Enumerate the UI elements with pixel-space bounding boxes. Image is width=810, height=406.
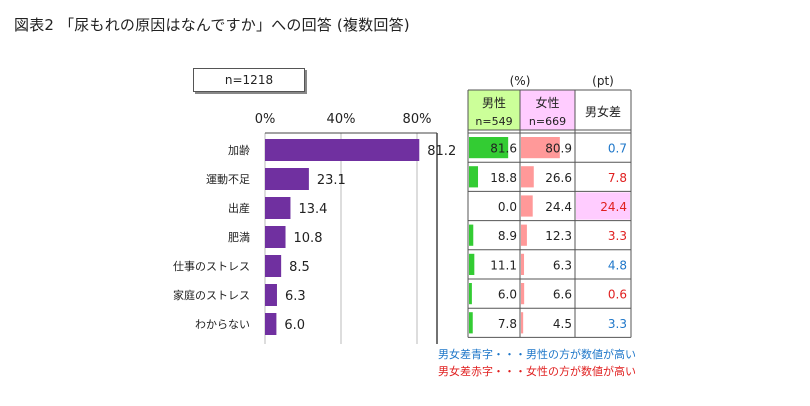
male-cell-bar (469, 137, 509, 159)
bar (265, 139, 420, 161)
female-cell-bar (521, 312, 524, 334)
bar-value-label: 6.3 (285, 289, 306, 304)
bar-value-label: 8.5 (289, 260, 310, 275)
sample-size-box: n=1218 (193, 68, 305, 92)
category-label: 加齢 (228, 143, 250, 157)
bar (265, 255, 282, 277)
bar-value-label: 6.0 (284, 318, 305, 333)
x-tick-label: 80% (403, 112, 432, 127)
x-tick-label: 40% (327, 112, 356, 127)
male-value: 18.8 (490, 171, 517, 185)
bar-value-label: 13.4 (298, 202, 327, 217)
male-header-cell (468, 90, 520, 130)
bar-value-label: 23.1 (317, 173, 346, 188)
male-header: 男性 (482, 96, 506, 110)
diff-value: 3.3 (608, 317, 627, 331)
female-cell-bar (521, 224, 527, 246)
unit-pct-label: (%) (510, 74, 531, 88)
bar-value-label: 81.2 (427, 144, 456, 159)
diff-value: 4.8 (608, 258, 627, 272)
male-cell-bar (469, 253, 475, 275)
bar-value-label: 10.8 (294, 231, 323, 246)
female-value: 4.5 (553, 317, 572, 331)
female-value: 24.4 (545, 200, 572, 214)
female-header-cell (520, 90, 575, 130)
category-label: 肥満 (228, 231, 250, 244)
female-value: 26.6 (545, 171, 572, 185)
bar (265, 226, 286, 248)
bar (265, 313, 277, 335)
female-cell-bar (521, 283, 525, 305)
male-value: 11.1 (490, 258, 517, 272)
female-header: 女性 (535, 95, 559, 110)
diff-value: 0.6 (608, 288, 627, 302)
diff-value: 3.3 (608, 229, 627, 243)
female-value: 6.6 (553, 288, 572, 302)
category-label: 運動不足 (206, 172, 250, 186)
legend-red-note: 男女差赤字・・・女性の方が数値が高い (438, 365, 636, 378)
x-tick-label: 0% (255, 112, 276, 127)
diff-header: 男女差 (585, 104, 621, 119)
male-value: 8.9 (498, 229, 517, 243)
bar (265, 284, 277, 306)
diff-value: 24.4 (600, 200, 627, 214)
category-label: わからない (195, 318, 250, 331)
female-cell-bar (521, 253, 525, 275)
bar (265, 197, 291, 219)
male-n: n=549 (475, 115, 512, 128)
female-value: 12.3 (545, 229, 572, 243)
male-cell-bar (469, 224, 474, 246)
diff-highlight-cell (576, 192, 630, 220)
diff-value: 0.7 (608, 142, 627, 156)
male-cell-bar (469, 283, 472, 305)
female-value: 80.9 (545, 142, 572, 156)
diff-value: 7.8 (608, 171, 627, 185)
female-cell-bar (521, 137, 560, 159)
male-value: 7.8 (498, 317, 517, 331)
category-label: 出産 (228, 201, 250, 215)
female-n: n=669 (529, 115, 566, 128)
female-cell-bar (521, 195, 533, 217)
male-value: 81.6 (490, 142, 517, 156)
category-label: 家庭のストレス (173, 288, 250, 302)
male-cell-bar (469, 166, 479, 188)
male-cell-bar (469, 312, 473, 334)
chart-title: 図表2 「尿もれの原因はなんですか」への回答 (複数回答) (14, 16, 410, 34)
male-value: 0.0 (498, 200, 517, 214)
female-cell-bar (521, 166, 534, 188)
male-value: 6.0 (498, 288, 517, 302)
bar (265, 168, 309, 190)
category-label: 仕事のストレス (173, 260, 250, 273)
unit-pt-label: (pt) (592, 74, 614, 88)
legend-blue-note: 男女差青字・・・男性の方が数値が高い (438, 348, 636, 361)
female-value: 6.3 (553, 258, 572, 272)
